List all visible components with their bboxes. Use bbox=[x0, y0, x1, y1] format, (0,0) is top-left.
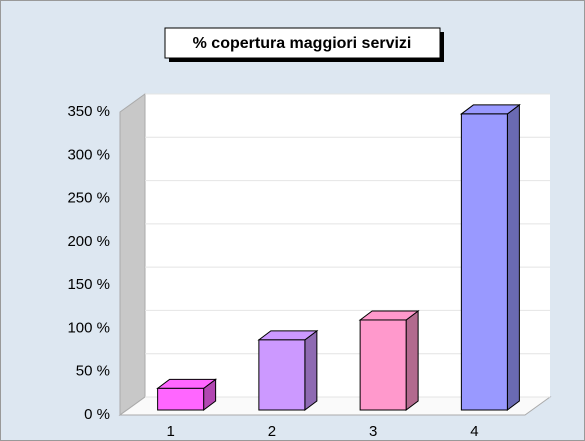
bar-side-shade bbox=[203, 379, 216, 410]
y-tick-label: 250 % bbox=[67, 190, 110, 207]
y-tick-label: 350 % bbox=[67, 103, 110, 120]
title-box bbox=[164, 27, 441, 59]
bar-side-shade bbox=[507, 104, 520, 410]
x-tick-label: 1 bbox=[166, 423, 174, 440]
y-tick-label: 50 % bbox=[76, 363, 110, 380]
y-tick-label: 0 % bbox=[84, 406, 110, 423]
bar bbox=[157, 387, 205, 411]
y-tick-label: 150 % bbox=[67, 276, 110, 293]
x-tick-label: 4 bbox=[470, 423, 478, 440]
bar bbox=[460, 113, 508, 411]
bar bbox=[359, 319, 407, 411]
y-tick-label: 200 % bbox=[67, 233, 110, 250]
chart-title: % copertura maggiori servizi bbox=[193, 35, 412, 52]
y-tick-label: 100 % bbox=[67, 319, 110, 336]
bar-side-shade bbox=[304, 330, 317, 410]
bar bbox=[258, 339, 306, 411]
bar-side-shade bbox=[406, 310, 419, 410]
back-wall bbox=[145, 94, 550, 397]
x-tick-label: 2 bbox=[268, 423, 276, 440]
x-tick-label: 3 bbox=[369, 423, 377, 440]
y-tick-label: 300 % bbox=[67, 146, 110, 163]
side-wall bbox=[119, 93, 146, 416]
